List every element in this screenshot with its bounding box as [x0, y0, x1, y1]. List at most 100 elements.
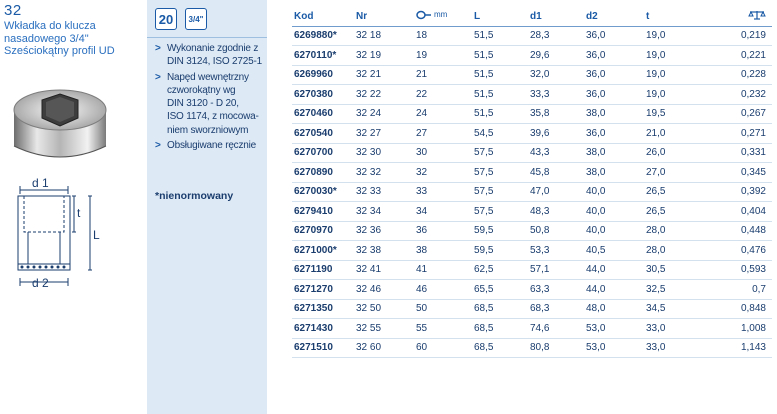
cell-t: 19,0 [644, 26, 706, 46]
cell-t: 34,5 [644, 299, 706, 319]
cell-L: 51,5 [472, 65, 528, 85]
header-d2: d2 [584, 7, 644, 27]
cell-kod: 6270700 [292, 143, 354, 163]
cell-mm: 41 [414, 260, 472, 280]
cell-mm: 19 [414, 45, 472, 66]
table-row: 6271270 32 46 46 65,5 63,3 44,0 32,5 0,7 [292, 279, 772, 300]
cell-kod: 6270110* [292, 45, 354, 66]
cell-L: 65,5 [472, 279, 528, 300]
cell-t: 28,0 [644, 240, 706, 261]
dim-label-d1: d 1 [32, 176, 49, 190]
cell-d2: 40,5 [584, 240, 644, 261]
cell-d1: 45,8 [528, 162, 584, 183]
cell-weight: 0,392 [706, 182, 772, 202]
cell-kod: 6270460 [292, 104, 354, 124]
cell-weight: 0,848 [706, 299, 772, 319]
cell-d2: 53,0 [584, 338, 644, 358]
cell-L: 57,5 [472, 162, 528, 183]
cell-nr: 32 19 [354, 45, 414, 66]
product-title-line: Wkładka do klucza [4, 20, 96, 32]
table-row: 6270030* 32 33 33 57,5 47,0 40,0 26,5 0,392 [292, 182, 772, 202]
cell-mm: 22 [414, 84, 472, 105]
cell-mm: 27 [414, 123, 472, 144]
cell-t: 26,0 [644, 143, 706, 163]
table-row: 6270700 32 30 30 57,5 43,3 38,0 26,0 0,331 [292, 143, 772, 163]
table-body: 6269880* 32 18 18 51,5 28,3 36,0 19,0 0,219 6270… [292, 26, 772, 358]
cell-t: 19,5 [644, 104, 706, 124]
cell-kod: 6269960 [292, 65, 354, 85]
cell-nr: 32 55 [354, 318, 414, 339]
table-row: 6270970 32 36 36 59,5 50,8 40,0 28,0 0,448 [292, 221, 772, 241]
spec-table: Kod Nr mm L d1 d2 t [292, 7, 772, 358]
cell-d2: 36,0 [584, 84, 644, 105]
features-panel: 20 3/4" > Wykonanie zgodnie z DIN 3124, … [147, 0, 267, 414]
chevron-right-icon: > [155, 140, 161, 152]
cell-weight: 0,593 [706, 260, 772, 280]
cell-mm: 34 [414, 201, 472, 222]
cell-nr: 32 30 [354, 143, 414, 163]
cell-weight: 1,008 [706, 318, 772, 339]
cell-weight: 0,232 [706, 84, 772, 105]
cell-t: 33,0 [644, 338, 706, 358]
non-standard-note: *nienormowany [155, 190, 234, 202]
cell-kod: 6271430 [292, 318, 354, 339]
cell-mm: 33 [414, 182, 472, 202]
cell-weight: 0,219 [706, 26, 772, 46]
cell-d1: 33,3 [528, 84, 584, 105]
cell-d1: 50,8 [528, 221, 584, 241]
cell-d1: 57,1 [528, 260, 584, 280]
cell-d2: 40,0 [584, 201, 644, 222]
table-row: 6271190 32 41 41 62,5 57,1 44,0 30,5 0,593 [292, 260, 772, 280]
table-header-row: Kod Nr mm L d1 d2 t [292, 7, 772, 27]
dim-label-d2: d 2 [32, 276, 49, 290]
cell-d1: 68,3 [528, 299, 584, 319]
header-t: t [644, 7, 706, 27]
cell-d1: 47,0 [528, 182, 584, 202]
table-row: 6279410 32 34 34 57,5 48,3 40,0 26,5 0,404 [292, 201, 772, 222]
cell-mm: 18 [414, 26, 472, 46]
cell-d1: 32,0 [528, 65, 584, 85]
cell-kod: 6279410 [292, 201, 354, 222]
cell-d1: 48,3 [528, 201, 584, 222]
cell-d2: 44,0 [584, 260, 644, 280]
cell-t: 21,0 [644, 123, 706, 144]
table-row: 6270890 32 32 32 57,5 45,8 38,0 27,0 0,345 [292, 162, 772, 183]
cell-d2: 36,0 [584, 26, 644, 46]
header-d1: d1 [528, 7, 584, 27]
wrench-size-icon [416, 10, 431, 19]
cell-mm: 55 [414, 318, 472, 339]
cell-t: 19,0 [644, 84, 706, 105]
feature-line: DIN 3120 - D 20, [167, 98, 239, 110]
cell-kod: 6270030* [292, 182, 354, 202]
product-title-line: Sześciokątny profil UD [4, 45, 115, 57]
dimensions-diagram [17, 186, 92, 286]
cell-kod: 6271270 [292, 279, 354, 300]
cell-weight: 0,271 [706, 123, 772, 144]
chevron-right-icon: > [155, 71, 161, 83]
cell-kod: 6269880* [292, 26, 354, 46]
cell-weight: 0,345 [706, 162, 772, 183]
cell-nr: 32 33 [354, 182, 414, 202]
cell-t: 27,0 [644, 162, 706, 183]
feature-line: Wykonanie zgodnie z [167, 43, 259, 54]
table-row: 6270380 32 22 22 51,5 33,3 36,0 19,0 0,232 [292, 84, 772, 105]
cell-L: 68,5 [472, 299, 528, 319]
cell-d2: 38,0 [584, 104, 644, 124]
cell-nr: 32 50 [354, 299, 414, 319]
cell-d1: 28,3 [528, 26, 584, 46]
header-kod: Kod [292, 7, 354, 27]
cell-d1: 29,6 [528, 45, 584, 66]
cell-L: 59,5 [472, 221, 528, 241]
cell-nr: 32 34 [354, 201, 414, 222]
cell-mm: 60 [414, 338, 472, 358]
cell-d2: 53,0 [584, 318, 644, 339]
cell-L: 68,5 [472, 338, 528, 358]
cell-mm: 36 [414, 221, 472, 241]
header-L: L [472, 7, 528, 27]
divider [147, 37, 267, 38]
cell-weight: 0,221 [706, 45, 772, 66]
cell-L: 57,5 [472, 201, 528, 222]
cell-L: 51,5 [472, 84, 528, 105]
table-row: 6271510 32 60 60 68,5 80,8 53,0 33,0 1,143 [292, 338, 772, 358]
feature-item: > Napęd wewnętrzny czworokątny wg DIN 31… [155, 71, 267, 137]
